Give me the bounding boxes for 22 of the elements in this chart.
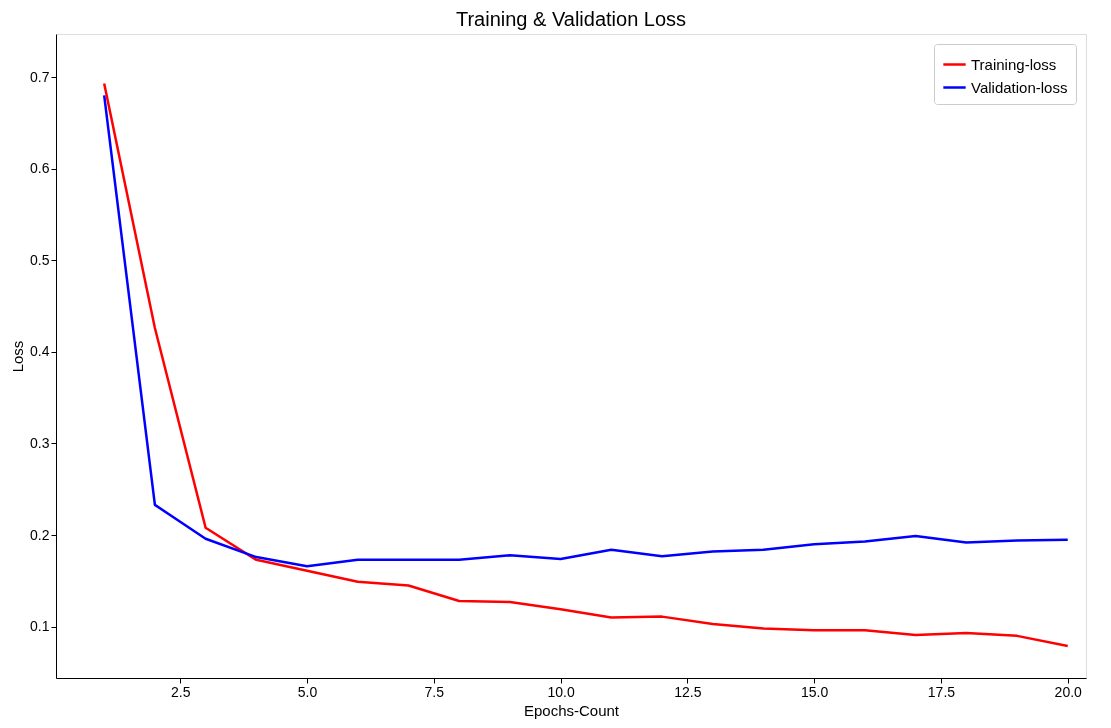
y-tick-label: 0.2 <box>30 526 50 543</box>
chart-title: Training & Validation Loss <box>455 8 687 30</box>
x-tick-label: 2.5 <box>171 683 191 700</box>
x-tick-label: 7.5 <box>424 683 445 700</box>
legend-label: Validation-loss <box>971 78 1068 96</box>
y-tick-label: 0.1 <box>30 618 50 635</box>
x-axis-title: Epochs-Count <box>523 701 620 719</box>
y-tick-label: 0.5 <box>30 251 50 268</box>
line-series <box>102 82 1069 648</box>
y-tick-label: 0.4 <box>30 343 50 360</box>
y-tick-label: 0.6 <box>30 160 50 177</box>
x-tick-label: 20.0 <box>1054 683 1083 700</box>
legend-label: Training-loss <box>971 55 1057 73</box>
line-series <box>102 94 1069 568</box>
x-tick-label: 12.5 <box>674 683 702 700</box>
x-tick-label: 17.5 <box>927 683 956 700</box>
x-tick-label: 15.0 <box>801 683 829 700</box>
x-tick-label: 5.0 <box>297 683 318 700</box>
y-axis-title: Loss <box>9 340 27 373</box>
x-tick-label: 10.0 <box>547 683 575 700</box>
y-tick-label: 0.7 <box>30 68 50 85</box>
y-tick-label: 0.3 <box>30 434 50 451</box>
